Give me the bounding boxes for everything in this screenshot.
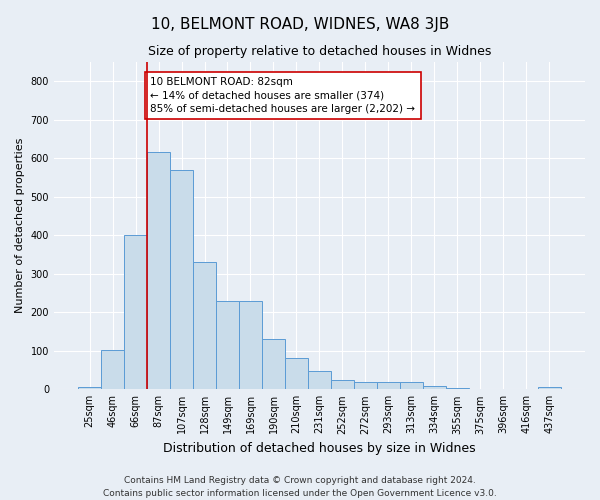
Bar: [446, 388, 469, 390]
Y-axis label: Number of detached properties: Number of detached properties: [15, 138, 25, 314]
Bar: [354, 382, 377, 390]
Bar: [216, 300, 239, 390]
Bar: [124, 236, 147, 390]
Bar: [423, 386, 446, 390]
Title: Size of property relative to detached houses in Widnes: Size of property relative to detached ho…: [148, 45, 491, 58]
Text: Contains HM Land Registry data © Crown copyright and database right 2024.
Contai: Contains HM Land Registry data © Crown c…: [103, 476, 497, 498]
Bar: [170, 170, 193, 390]
Bar: [193, 262, 216, 390]
Text: 10, BELMONT ROAD, WIDNES, WA8 3JB: 10, BELMONT ROAD, WIDNES, WA8 3JB: [151, 18, 449, 32]
Bar: [262, 339, 285, 390]
Text: 10 BELMONT ROAD: 82sqm
← 14% of detached houses are smaller (374)
85% of semi-de: 10 BELMONT ROAD: 82sqm ← 14% of detached…: [151, 78, 415, 114]
Bar: [285, 358, 308, 390]
Bar: [239, 300, 262, 390]
Bar: [400, 382, 423, 390]
Bar: [377, 382, 400, 390]
X-axis label: Distribution of detached houses by size in Widnes: Distribution of detached houses by size …: [163, 442, 476, 455]
Bar: [101, 350, 124, 390]
Bar: [147, 152, 170, 390]
Bar: [78, 388, 101, 390]
Bar: [308, 371, 331, 390]
Bar: [538, 388, 561, 390]
Bar: [331, 380, 354, 390]
